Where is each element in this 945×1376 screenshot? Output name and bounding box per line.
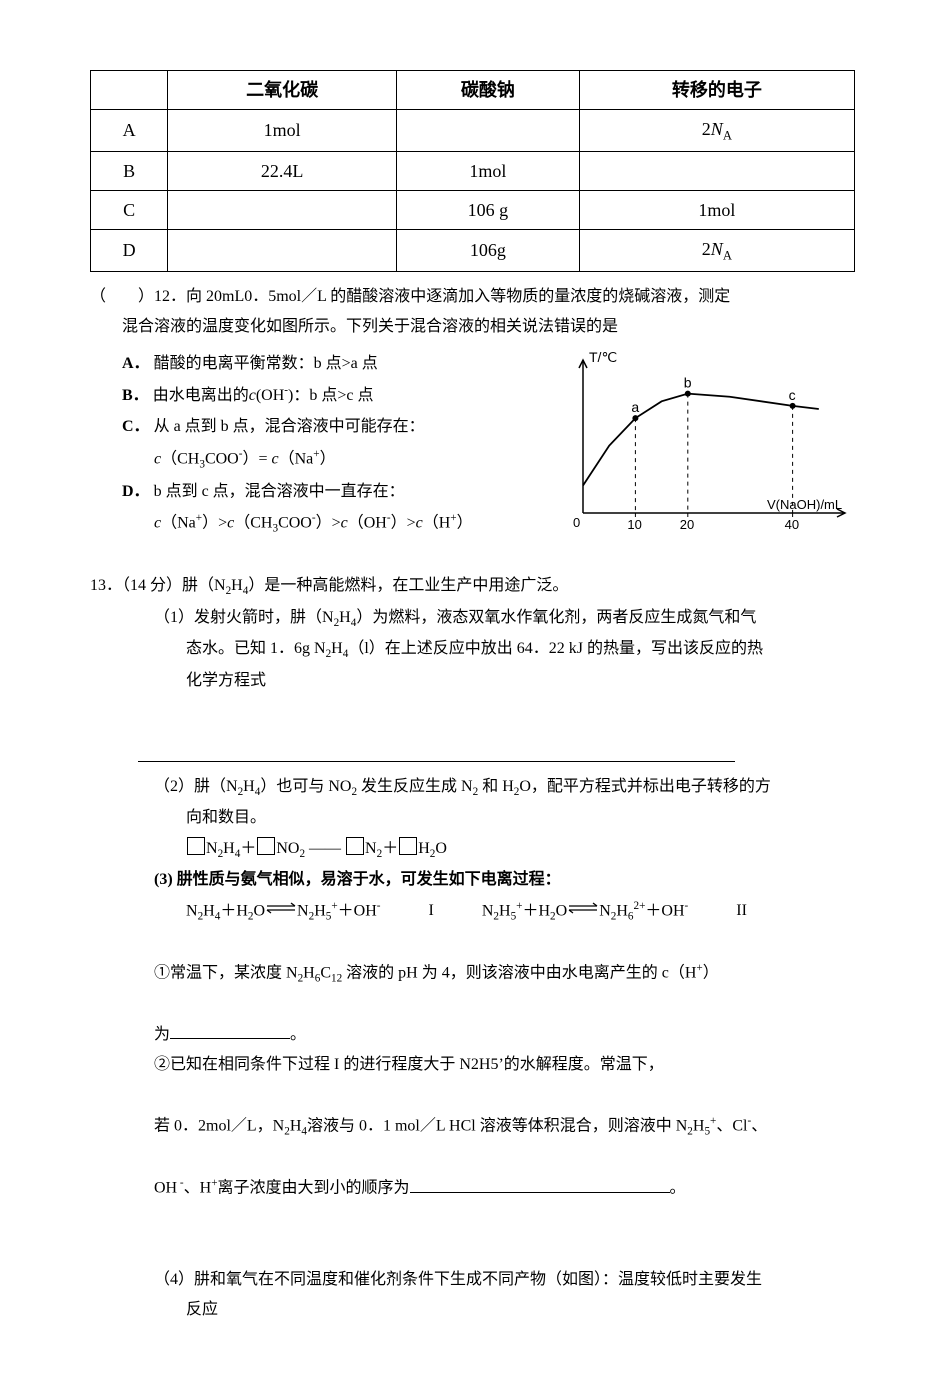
cell bbox=[168, 190, 397, 229]
cell bbox=[168, 230, 397, 272]
cell: 106 g bbox=[397, 190, 580, 229]
q13-stem: 肼（N2H4）是一种高能燃料，在工业生产中用途广泛。 bbox=[182, 577, 568, 594]
table-row: A 1mol 2NA bbox=[91, 110, 855, 152]
cell: D bbox=[91, 230, 168, 272]
coef-box bbox=[187, 837, 205, 855]
opt-B-text: 由水电离出的c(OH-)：b 点>c 点 bbox=[153, 387, 374, 404]
cell: 1mol bbox=[397, 151, 580, 190]
cell: 106g bbox=[397, 230, 580, 272]
coef-box bbox=[257, 837, 275, 855]
q2-post: 。 bbox=[670, 1180, 686, 1197]
q13-p1b: 态水。已知 1．6g N2H4（l）在上述反应中放出 64．22 kJ 的热量，… bbox=[90, 634, 855, 665]
q13-p3-q2c: OH -、H+离子浓度由大到小的顺序为。 bbox=[90, 1173, 855, 1204]
p3-label: (3) bbox=[154, 871, 173, 888]
equil-arrow-icon bbox=[265, 896, 297, 926]
data-table: 二氧化碳 碳酸钠 转移的电子 A 1mol 2NA B 22.4L 1mol C… bbox=[90, 70, 855, 272]
q12-prefix: （ ）12． bbox=[90, 288, 186, 305]
table-row: D 106g 2NA bbox=[91, 230, 855, 272]
q1b-pre: 为 bbox=[154, 1026, 170, 1043]
cell: A bbox=[91, 110, 168, 152]
q13-p1c: 化学方程式 bbox=[90, 666, 855, 696]
opt-C-label: C． bbox=[122, 418, 150, 435]
q13-p2b: 向和数目。 bbox=[90, 803, 855, 833]
q13-p1a: （1）发射火箭时，肼（N2H4）为燃料，液态双氧水作氧化剂，两者反应生成氮气和气 bbox=[90, 603, 855, 634]
cell bbox=[579, 151, 854, 190]
th-na2co3: 碳酸钠 bbox=[397, 71, 580, 110]
cell: 22.4L bbox=[168, 151, 397, 190]
eq-II: N2H5+＋H2ON2H62+＋OH- bbox=[482, 896, 688, 928]
cell: 1mol bbox=[168, 110, 397, 152]
opt-D1-text: b 点到 c 点，混合溶液中一直存在： bbox=[154, 483, 405, 500]
th-electrons: 转移的电子 bbox=[579, 71, 854, 110]
q12-options: A．醋酸的电离平衡常数：b 点>a 点 B．由水电离出的c(OH-)：b 点>c… bbox=[90, 348, 535, 540]
svg-text:40: 40 bbox=[785, 517, 799, 532]
q12-stem-b: 混合溶液的温度变化如图所示。下列关于混合溶液的相关说法错误的是 bbox=[90, 312, 855, 342]
cell: C bbox=[91, 190, 168, 229]
svg-text:a: a bbox=[631, 400, 639, 416]
eq-I: N2H4＋H2ON2H5+＋OH- bbox=[186, 896, 381, 928]
opt-D2-text: c（Na+）>c（CH3COO-）>c（OH-）>c（H+） bbox=[122, 508, 535, 540]
table-header-row: 二氧化碳 碳酸钠 转移的电子 bbox=[91, 71, 855, 110]
opt-C1-text: 从 a 点到 b 点，混合溶液中可能存在： bbox=[154, 418, 425, 435]
svg-text:10: 10 bbox=[627, 517, 641, 532]
table-row: C 106 g 1mol bbox=[91, 190, 855, 229]
answer-blank bbox=[170, 1022, 290, 1039]
answer-line bbox=[138, 761, 735, 762]
q13-p3-q2b: 若 0．2mol／L，N2H4溶液与 0．1 mol／L HCl 溶液等体积混合… bbox=[90, 1111, 855, 1143]
opt-C2-text: c（CH3COO-）= c（Na+） bbox=[122, 444, 535, 476]
q13-p2-eq: N2H4＋NO2 —— N2＋H2O bbox=[90, 834, 855, 865]
q13-p4a: （4）肼和氧气在不同温度和催化剂条件下生成不同产物（如图）：温度较低时主要发生 bbox=[90, 1265, 855, 1295]
temperature-chart-svg: T/℃ V(NaOH)/mL 0 10 20 40 a b c bbox=[555, 348, 855, 538]
q13-num: 13．（14 分） bbox=[90, 577, 182, 594]
table-row: B 22.4L 1mol bbox=[91, 151, 855, 190]
eq-II-tag: II bbox=[736, 896, 747, 926]
q12-stem-a: 向 20mL0．5mol／L 的醋酸溶液中逐滴加入等物质的量浓度的烧碱溶液，测定 bbox=[186, 288, 730, 305]
q13-p3a: (3) 肼性质与氨气相似，易溶于水，可发生如下电离过程： bbox=[90, 865, 855, 895]
svg-text:T/℃: T/℃ bbox=[589, 349, 617, 365]
svg-text:b: b bbox=[684, 375, 692, 391]
q13-p2a: （2）肼（N2H4）也可与 NO2 发生反应生成 N2 和 H2O，配平方程式并… bbox=[90, 772, 855, 803]
opt-D-label: D． bbox=[122, 483, 150, 500]
svg-text:20: 20 bbox=[680, 517, 694, 532]
coef-box bbox=[399, 837, 417, 855]
th-blank bbox=[91, 71, 168, 110]
svg-text:c: c bbox=[789, 387, 796, 403]
answer-blank bbox=[410, 1176, 670, 1193]
q13-p4b: 反应 bbox=[90, 1295, 855, 1325]
coef-box bbox=[346, 837, 364, 855]
q13-p3-eqs: N2H4＋H2ON2H5+＋OH- I N2H5+＋H2ON2H62+＋OH- … bbox=[90, 896, 855, 928]
q12: （ ）12．向 20mL0．5mol／L 的醋酸溶液中逐滴加入等物质的量浓度的烧… bbox=[90, 282, 855, 541]
opt-A-label: A． bbox=[122, 355, 150, 372]
q13-p3-q1a: ①常温下，某浓度 N2H6C12 溶液的 pH 为 4，则该溶液中由水电离产生的… bbox=[90, 958, 855, 990]
cell: B bbox=[91, 151, 168, 190]
q13-p3-q2a: ②已知在相同条件下过程 I 的进行程度大于 N2H5’的水解程度。常温下， bbox=[90, 1050, 855, 1080]
q12-chart: T/℃ V(NaOH)/mL 0 10 20 40 a b c bbox=[555, 348, 855, 538]
q13: 13．（14 分）肼（N2H4）是一种高能燃料，在工业生产中用途广泛。 （1）发… bbox=[90, 571, 855, 1325]
svg-text:0: 0 bbox=[573, 515, 580, 530]
eq-I-tag: I bbox=[429, 896, 434, 926]
q1b-post: 。 bbox=[290, 1026, 306, 1043]
cell: 1mol bbox=[579, 190, 854, 229]
opt-B-label: B． bbox=[122, 387, 149, 404]
q13-p3-q1b: 为。 bbox=[90, 1020, 855, 1050]
cell: 2NA bbox=[579, 110, 854, 152]
equil-arrow-icon bbox=[567, 896, 599, 926]
cell bbox=[397, 110, 580, 152]
th-co2: 二氧化碳 bbox=[168, 71, 397, 110]
svg-text:V(NaOH)/mL: V(NaOH)/mL bbox=[767, 497, 842, 512]
opt-A-text: 醋酸的电离平衡常数：b 点>a 点 bbox=[154, 355, 378, 372]
cell: 2NA bbox=[579, 230, 854, 272]
p3-text: 肼性质与氨气相似，易溶于水，可发生如下电离过程： bbox=[177, 871, 561, 888]
